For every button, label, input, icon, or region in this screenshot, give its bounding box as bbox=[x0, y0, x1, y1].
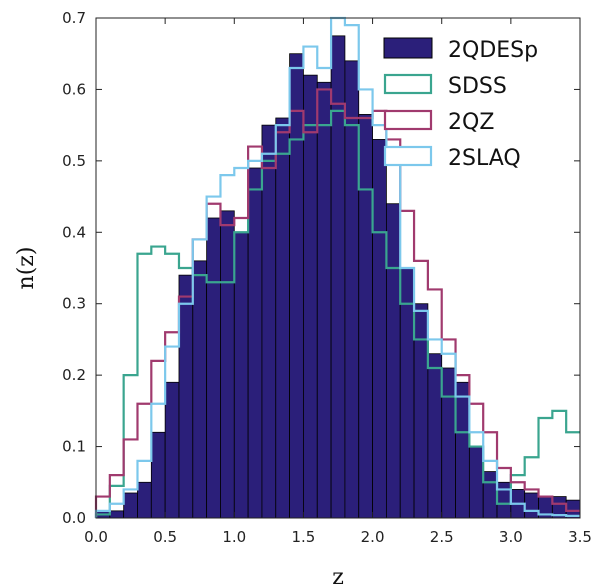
bar-2QDESp-5 bbox=[164, 381, 180, 519]
legend-label-SDSS: SDSS bbox=[448, 74, 507, 99]
x-tick-label-2: 1.0 bbox=[222, 528, 246, 546]
plot-frame bbox=[95, 17, 581, 519]
y-tick-label-6: 0.6 bbox=[62, 80, 86, 98]
x-tick-label-7: 3.5 bbox=[568, 528, 592, 546]
y-tick-label-3: 0.3 bbox=[62, 295, 86, 313]
y-axis-label: n(z) bbox=[14, 247, 39, 290]
bar-2QDESp-9 bbox=[220, 210, 235, 519]
x-tick-label-1: 0.5 bbox=[153, 528, 177, 546]
bar-2QDESp-12 bbox=[261, 124, 277, 519]
x-tick-label-4: 2.0 bbox=[361, 528, 385, 546]
legend-swatch-SDSS bbox=[383, 73, 433, 95]
bar-2QDESp-23 bbox=[413, 303, 429, 519]
x-tick-label-5: 2.5 bbox=[430, 528, 454, 546]
bar-2QDESp-4 bbox=[150, 431, 166, 519]
bar-2QDESp-15 bbox=[303, 74, 318, 519]
bar-2QDESp-10 bbox=[233, 231, 249, 519]
bar-2QDESp-26 bbox=[455, 381, 470, 519]
x-axis-label: z bbox=[332, 565, 344, 588]
bar-2QDESp-22 bbox=[399, 267, 415, 519]
filled-histogram bbox=[95, 35, 581, 519]
legend-swatch-2QZ bbox=[383, 109, 433, 131]
y-tick-label-4: 0.4 bbox=[62, 223, 86, 241]
bar-2QDESp-27 bbox=[468, 446, 484, 519]
x-tick-label-0: 0.0 bbox=[84, 528, 108, 546]
y-tick-label-1: 0.1 bbox=[62, 438, 86, 456]
bar-2QDESp-8 bbox=[206, 217, 221, 519]
bar-2QDESp-20 bbox=[372, 139, 387, 519]
legend-label-2QZ: 2QZ bbox=[448, 110, 494, 135]
bar-2QDESp-2 bbox=[123, 492, 138, 519]
legend-label-2SLAQ: 2SLAQ bbox=[448, 146, 521, 171]
y-tick-label-0: 0.0 bbox=[62, 509, 86, 527]
bar-2QDESp-29 bbox=[496, 481, 512, 519]
bar-2QDESp-6 bbox=[178, 274, 194, 519]
bar-2QDESp-24 bbox=[427, 353, 443, 519]
legend: 2QDESp SDSS 2QZ 2SLAQ bbox=[383, 37, 538, 171]
bar-2QDESp-31 bbox=[524, 492, 539, 519]
bar-2QDESp-3 bbox=[137, 481, 152, 519]
y-tick-label-7: 0.7 bbox=[62, 9, 86, 27]
bar-2QDESp-21 bbox=[385, 203, 401, 519]
x-tick-label-6: 3.0 bbox=[499, 528, 523, 546]
bar-2QDESp-16 bbox=[316, 81, 332, 519]
bar-2QDESp-25 bbox=[441, 367, 456, 519]
y-tick-label-2: 0.2 bbox=[62, 366, 86, 384]
bar-2QDESp-18 bbox=[344, 60, 360, 519]
bar-2QDESp-13 bbox=[275, 117, 290, 519]
bar-2QDESp-14 bbox=[289, 53, 304, 519]
axis-ticks: 0.0 0.5 1.0 1.5 2.0 2.5 3.0 3.5 0.0 0.1 0.2 0.3 0.4 0… bbox=[62, 9, 592, 546]
bar-2QDESp-11 bbox=[247, 167, 263, 519]
x-tick-label-3: 1.5 bbox=[291, 528, 315, 546]
bar-2QDESp-19 bbox=[358, 114, 373, 519]
bar-2QDESp-1 bbox=[109, 510, 125, 519]
bar-2QDESp-7 bbox=[192, 260, 208, 519]
legend-swatch-2SLAQ bbox=[383, 145, 433, 167]
y-tick-label-5: 0.5 bbox=[62, 152, 86, 170]
legend-label-2QDESp: 2QDESp bbox=[448, 38, 538, 63]
bar-2QDESp-28 bbox=[482, 471, 498, 519]
step-line-2QZ bbox=[94, 88, 580, 518]
bar-2QDESp-17 bbox=[330, 35, 346, 519]
legend-swatch-2QDESp bbox=[383, 37, 433, 59]
